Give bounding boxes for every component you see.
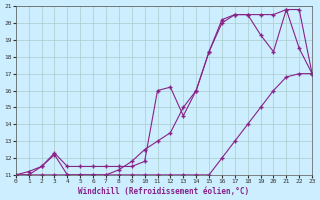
X-axis label: Windchill (Refroidissement éolien,°C): Windchill (Refroidissement éolien,°C) [78, 187, 250, 196]
